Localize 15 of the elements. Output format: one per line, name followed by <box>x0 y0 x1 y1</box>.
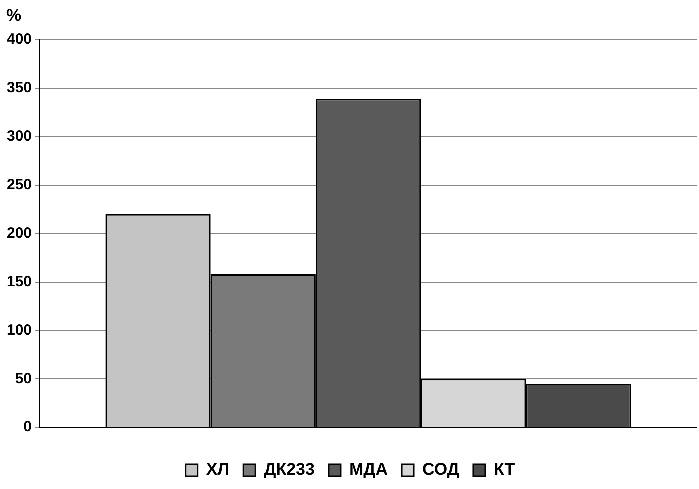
y-axis-title: % <box>6 6 22 26</box>
legend-label: ДК233 <box>264 460 315 480</box>
y-tick-label: 250 <box>6 176 32 194</box>
y-tick-label: 400 <box>6 31 32 48</box>
legend-label: СОД <box>422 460 460 480</box>
y-tick-label: 100 <box>6 322 32 339</box>
y-tick-label: 150 <box>6 273 32 290</box>
y-tick-label: 50 <box>15 370 32 388</box>
y-tick-label: 300 <box>6 128 32 146</box>
y-tick-label: 0 <box>24 418 32 436</box>
y-tick-label: 200 <box>6 224 32 242</box>
legend-label: КТ <box>494 460 516 480</box>
legend-label: МДА <box>349 460 388 480</box>
legend-label: ХЛ <box>206 460 230 480</box>
y-tick-label: 350 <box>6 80 32 97</box>
